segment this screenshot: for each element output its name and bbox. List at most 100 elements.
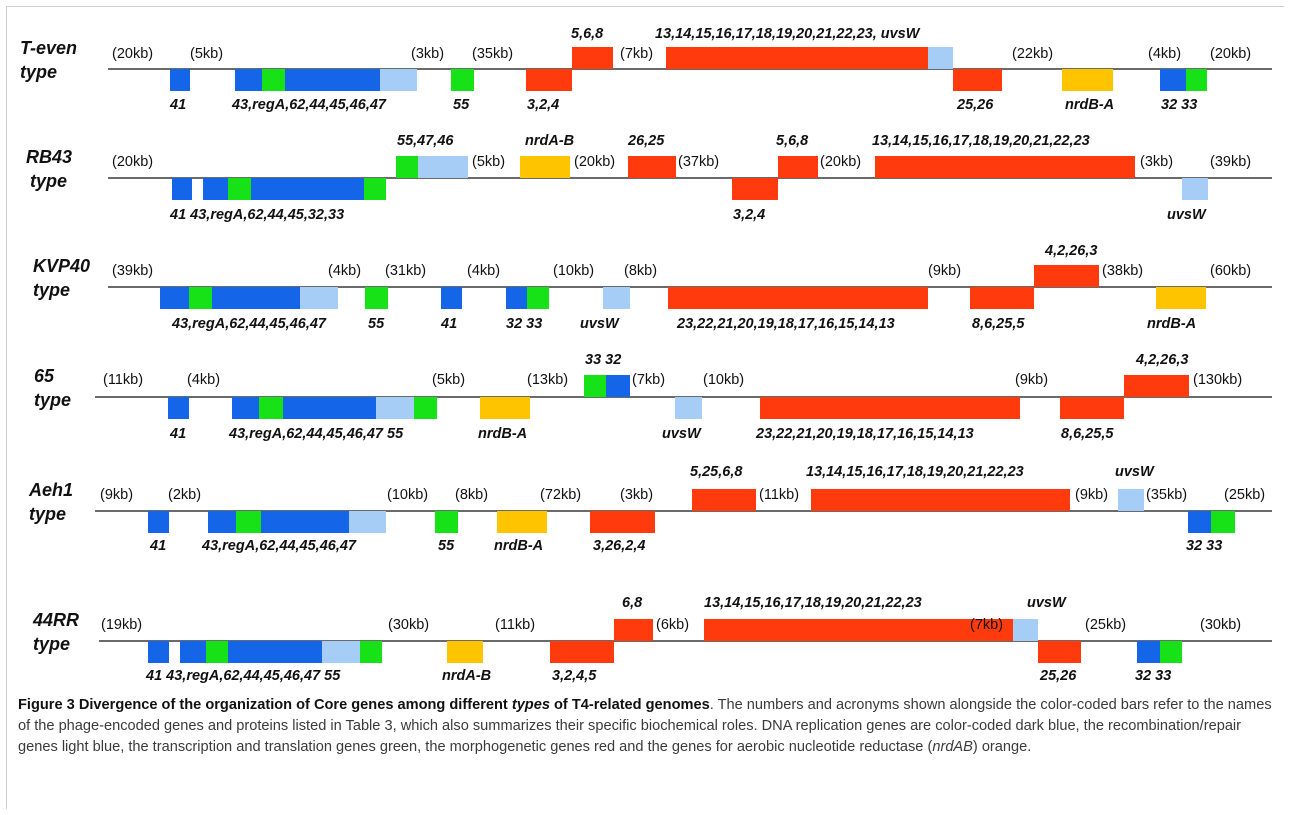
frame-left-rule (6, 6, 7, 809)
row-1-transcription-gene-block (1186, 69, 1207, 91)
row-2-morphogenetic-gene-block (875, 156, 1135, 178)
row-5-replication-gene-block (1188, 511, 1211, 533)
row-3-distance-label: (4kb) (328, 263, 361, 279)
row-5-type-word: type (29, 504, 66, 524)
row-5-transcription-gene-block (435, 511, 458, 533)
row-1-morphogenetic-gene-block (526, 69, 572, 91)
row-2-distance-label: (37kb) (678, 154, 719, 170)
row-6-gene-label: nrdA-B (442, 668, 491, 684)
row-2-gene-label: 3,2,4 (733, 207, 765, 223)
row-5-gene-label: nrdB-A (494, 538, 543, 554)
row-1-gene-label: 3,2,4 (527, 97, 559, 113)
row-1-gene-label: 13,14,15,16,17,18,19,20,21,22,23, uvsW (655, 26, 921, 42)
row-4-gene-label: nrdB-A (478, 426, 527, 442)
row-4-replication-gene-block (168, 397, 189, 419)
row-5-gene-label: 5,25,6,8 (690, 464, 743, 480)
row-1-gene-label: nrdB-A (1065, 97, 1114, 113)
row-3-morphogenetic-gene-block (668, 287, 928, 309)
row-4-gene-label: 8,6,25,5 (1061, 426, 1114, 442)
row-4-gene-label: 4,2,26,3 (1135, 352, 1188, 368)
frame-top-rule (6, 6, 1284, 7)
row-6-replication-gene-block (1137, 641, 1160, 663)
row-3-recombination-gene-block (300, 287, 338, 309)
row-4-gene-label: 33 32 (585, 352, 621, 368)
row-2-distance-label: (39kb) (1210, 154, 1251, 170)
row-5-distance-label: (72kb) (540, 487, 581, 503)
row-6-replication-gene-block (180, 641, 206, 663)
row-1-morphogenetic-gene-block (953, 69, 1002, 91)
row-4-nrd-gene-block (480, 397, 530, 419)
row-5-recombination-gene-block (1118, 489, 1144, 511)
row-5-gene-label: 43,regA,62,44,45,46,47 (201, 538, 357, 554)
row-3-gene-label: nrdB-A (1147, 316, 1196, 332)
row-5-gene-label: 13,14,15,16,17,18,19,20,21,22,23 (806, 464, 1024, 480)
row-2-transcription-gene-block (364, 178, 386, 200)
row-2-gene-label: nrdA-B (525, 133, 574, 149)
row-6-distance-label: (7kb) (970, 617, 1003, 633)
row-5-gene-label: 55 (438, 538, 455, 554)
row-5-type-name: Aeh1 (28, 480, 73, 500)
row-6-gene-label: 13,14,15,16,17,18,19,20,21,22,23 (704, 595, 922, 611)
row-6-replication-gene-block (148, 641, 169, 663)
row-3-transcription-gene-block (189, 287, 212, 309)
row-5-distance-label: (9kb) (100, 487, 133, 503)
row-1-distance-label: (4kb) (1148, 46, 1181, 62)
row-6-gene-label: uvsW (1027, 595, 1067, 611)
row-3-distance-label: (4kb) (467, 263, 500, 279)
figure-caption: Figure 3 Divergence of the organization … (18, 695, 1278, 758)
row-3-transcription-gene-block (365, 287, 388, 309)
row-3-gene-label: 8,6,25,5 (972, 316, 1025, 332)
row-4-transcription-gene-block (414, 397, 437, 419)
row-3-recombination-gene-block (603, 287, 630, 309)
row-3-replication-gene-block (160, 287, 189, 309)
row-2-replication-gene-block (172, 178, 192, 200)
row-4-gene-label: uvsW (662, 426, 702, 442)
caption-body: . The numbers and acronyms shown alongsi… (18, 697, 1272, 755)
row-5-transcription-gene-block (1211, 511, 1235, 533)
row-2-gene-label: uvsW (1167, 207, 1207, 223)
row-1-gene-label: 32 33 (1161, 97, 1197, 113)
row-1-distance-label: (7kb) (620, 46, 653, 62)
row-5-distance-label: (9kb) (1075, 487, 1108, 503)
row-4-transcription-gene-block (584, 375, 606, 397)
row-4-morphogenetic-gene-block (1060, 397, 1124, 419)
row-4-gene-label: 43,regA,62,44,45,46,47 55 (228, 426, 404, 442)
row-1-replication-gene-block (170, 69, 190, 91)
row-2-transcription-gene-block (396, 156, 418, 178)
row-4-replication-gene-block (232, 397, 259, 419)
row-1-gene-label: 5,6,8 (571, 26, 604, 42)
row-5-replication-gene-block (148, 511, 169, 533)
row-6-morphogenetic-gene-block (550, 641, 614, 663)
row-5-distance-label: (25kb) (1224, 487, 1265, 503)
row-6-distance-label: (11kb) (495, 617, 535, 633)
row-4-distance-label: (9kb) (1015, 372, 1048, 388)
row-3-gene-label: 4,2,26,3 (1044, 243, 1097, 259)
row-1-transcription-gene-block (451, 69, 474, 91)
row-5-distance-label: (35kb) (1146, 487, 1187, 503)
row-2-distance-label: (20kb) (574, 154, 615, 170)
row-3-gene-label: 43,regA,62,44,45,46,47 (171, 316, 327, 332)
row-5-distance-label: (11kb) (759, 487, 799, 503)
row-1-nrd-gene-block (1062, 69, 1113, 91)
row-1-distance-label: (20kb) (112, 46, 153, 62)
row-2-morphogenetic-gene-block (778, 156, 818, 178)
row-1-type-word: type (20, 62, 57, 82)
row-4-recombination-gene-block (376, 397, 414, 419)
row-4-morphogenetic-gene-block (760, 397, 1020, 419)
row-4-type-name: 65 (34, 366, 55, 386)
row-4-gene-label: 41 (169, 426, 186, 442)
row-5-distance-label: (10kb) (387, 487, 428, 503)
row-2-type-name: RB43 (26, 147, 72, 167)
row-5-replication-gene-block (208, 511, 236, 533)
row-4-distance-label: (11kb) (103, 372, 143, 388)
row-1-gene-label: 25,26 (956, 97, 994, 113)
row-1-gene-label: 41 (169, 97, 186, 113)
row-2-morphogenetic-gene-block (732, 178, 778, 200)
row-6-nrd-gene-block (447, 641, 483, 663)
row-4-gene-label: 23,22,21,20,19,18,17,16,15,14,13 (755, 426, 974, 442)
row-3-replication-gene-block (212, 287, 300, 309)
row-3-nrd-gene-block (1156, 287, 1206, 309)
row-1-distance-label: (22kb) (1012, 46, 1053, 62)
row-6-morphogenetic-gene-block (704, 619, 1013, 641)
row-6-replication-gene-block (228, 641, 322, 663)
